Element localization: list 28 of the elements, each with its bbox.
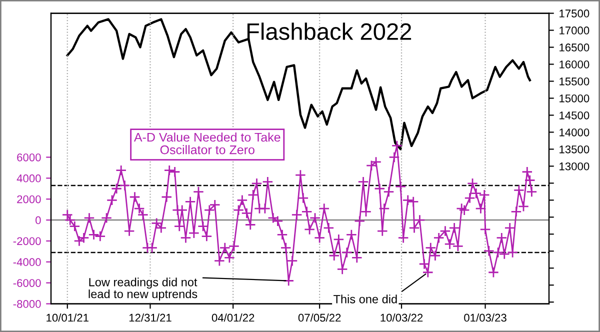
y-tick-label: 2000 xyxy=(17,195,41,204)
y2-tick-label: 13500 xyxy=(560,145,590,154)
x-tick-label: 10/01/21 xyxy=(46,314,88,322)
y-tick-label: -6000 xyxy=(13,279,41,287)
y-tick-label: 0 xyxy=(36,216,41,224)
y2-tick-label: 14000 xyxy=(560,128,590,136)
y2-tick-label: 13000 xyxy=(560,162,590,170)
y2-tick-label: 17000 xyxy=(560,26,590,34)
x-tick-label: 07/05/22 xyxy=(298,314,341,322)
y2-tick-label: 16000 xyxy=(560,60,590,68)
y-tick-label: -2000 xyxy=(13,237,41,246)
y-tick-label: -8000 xyxy=(13,300,41,308)
x-tick-label: 12/31/21 xyxy=(129,314,172,322)
y-tick-label: 6000 xyxy=(17,153,41,162)
y2-tick-label: 15500 xyxy=(560,78,590,86)
x-tick-label: 04/01/22 xyxy=(212,314,254,322)
y-tick-label: 4000 xyxy=(16,174,41,182)
y2-tick-label: 16500 xyxy=(560,44,590,52)
annotation: Low readings did not lead to new uptrends xyxy=(88,278,198,301)
y2-tick-label: 17500 xyxy=(560,10,590,18)
annotation: This one did xyxy=(334,294,397,304)
y2-tick-label: 14500 xyxy=(560,111,590,120)
x-tick-label: 10/03/22 xyxy=(380,314,423,322)
y-tick-label: -4000 xyxy=(13,258,41,266)
y2-tick-label: 15000 xyxy=(560,94,590,102)
chart-title: Flashback 2022 xyxy=(247,22,412,40)
x-tick-label: 01/03/23 xyxy=(464,314,506,322)
series-label: A-D Value Needed to Take Oscillator to Zero xyxy=(134,132,280,154)
